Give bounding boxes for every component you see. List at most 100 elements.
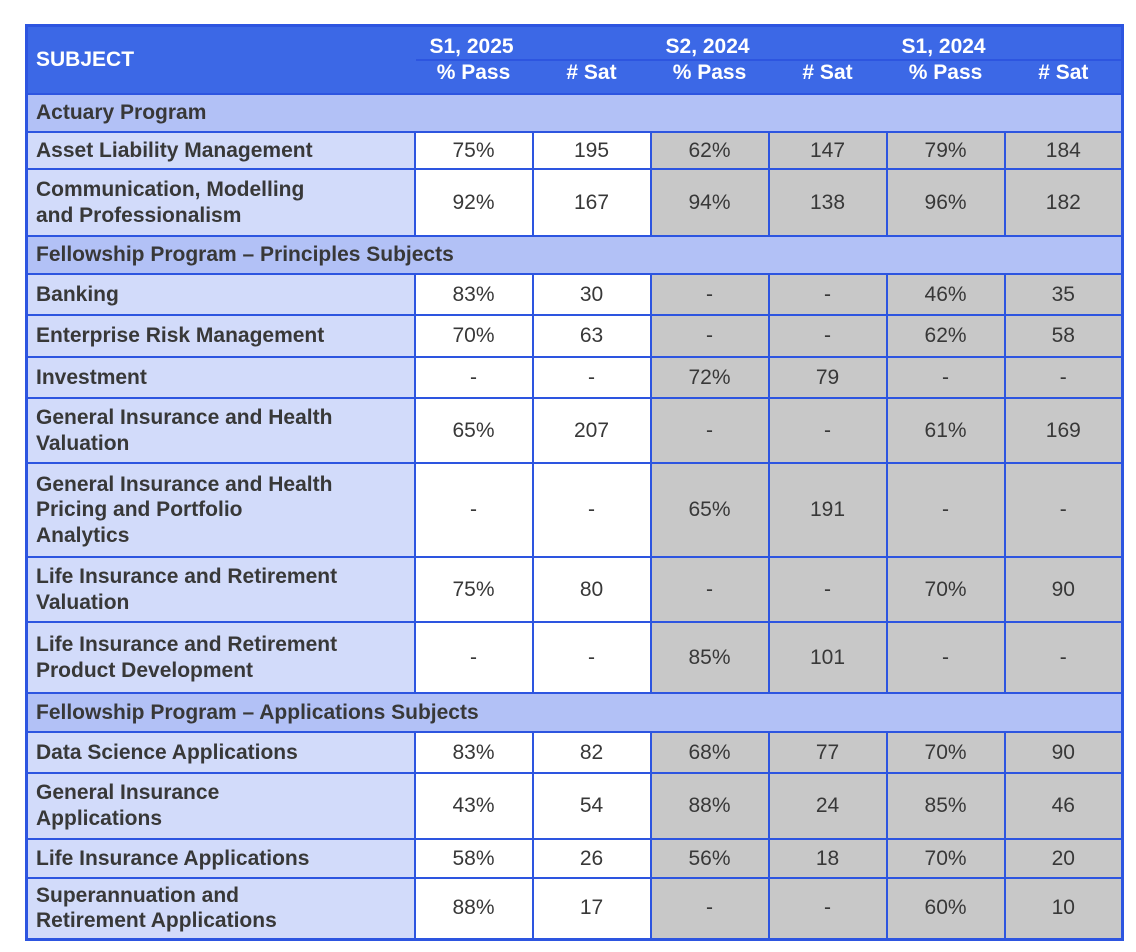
value-cell: 85% bbox=[649, 621, 770, 694]
value-cell: 79% bbox=[885, 131, 1006, 170]
value-cell: 54 bbox=[531, 772, 652, 840]
section-title: Actuary Program bbox=[25, 93, 1124, 133]
value-cell: 90 bbox=[1003, 556, 1124, 623]
value-cell: 46 bbox=[1003, 772, 1124, 840]
value-cell: - bbox=[767, 556, 888, 623]
value-cell: - bbox=[649, 877, 770, 940]
subject-cell: Asset Liability Management bbox=[25, 131, 416, 170]
value-cell: 96% bbox=[885, 168, 1006, 237]
subject-cell: Data Science Applications bbox=[25, 731, 416, 774]
value-cell: 70% bbox=[413, 314, 534, 358]
value-cell: 65% bbox=[649, 462, 770, 558]
value-cell: 60% bbox=[885, 877, 1006, 940]
table-row: Life Insurance Applications 58% 26 56% 1… bbox=[25, 838, 1124, 879]
subject-cell: Life Insurance and Retirement Valuation bbox=[25, 556, 416, 623]
value-cell: - bbox=[649, 314, 770, 358]
value-cell: 191 bbox=[767, 462, 888, 558]
table-row: General Insurance Applications 43% 54 88… bbox=[25, 772, 1124, 840]
section-row: Fellowship Program – Principles Subjects bbox=[25, 235, 1124, 275]
value-cell: - bbox=[885, 621, 1006, 694]
col-header-pass: % Pass bbox=[649, 59, 770, 95]
value-cell: - bbox=[1003, 462, 1124, 558]
subject-column-header: SUBJECT bbox=[25, 24, 416, 95]
table-row: Asset Liability Management 75% 195 62% 1… bbox=[25, 131, 1124, 170]
subject-cell: Enterprise Risk Management bbox=[25, 314, 416, 358]
value-cell: 167 bbox=[531, 168, 652, 237]
table-row: Banking 83% 30 - - 46% 35 bbox=[25, 273, 1124, 316]
section-row: Actuary Program bbox=[25, 93, 1124, 133]
value-cell: 30 bbox=[531, 273, 652, 316]
value-cell: 62% bbox=[885, 314, 1006, 358]
value-cell: 70% bbox=[885, 731, 1006, 774]
value-cell: 80 bbox=[531, 556, 652, 623]
value-cell: 10 bbox=[1003, 877, 1124, 940]
value-cell: 72% bbox=[649, 356, 770, 399]
value-cell: - bbox=[649, 273, 770, 316]
table-row: General Insurance and Health Pricing and… bbox=[25, 462, 1124, 558]
value-cell: 26 bbox=[531, 838, 652, 879]
value-cell: 20 bbox=[1003, 838, 1124, 879]
value-cell: 94% bbox=[649, 168, 770, 237]
value-cell: 88% bbox=[413, 877, 534, 940]
value-cell: 147 bbox=[767, 131, 888, 170]
value-cell: - bbox=[885, 462, 1006, 558]
value-cell: - bbox=[649, 397, 770, 464]
value-cell: 83% bbox=[413, 731, 534, 774]
value-cell: 17 bbox=[531, 877, 652, 940]
value-cell: 184 bbox=[1003, 131, 1124, 170]
value-cell: 43% bbox=[413, 772, 534, 840]
value-cell: - bbox=[767, 397, 888, 464]
value-cell: 70% bbox=[885, 838, 1006, 879]
results-table: SUBJECT S1, 2025 S2, 2024 S1, 2024 % Pas… bbox=[25, 24, 1125, 941]
value-cell: 68% bbox=[649, 731, 770, 774]
section-title: Fellowship Program – Principles Subjects bbox=[25, 235, 1124, 275]
table-row: Data Science Applications 83% 82 68% 77 … bbox=[25, 731, 1124, 774]
value-cell: 101 bbox=[767, 621, 888, 694]
value-cell: - bbox=[413, 462, 534, 558]
value-cell: 138 bbox=[767, 168, 888, 237]
value-cell: 82 bbox=[531, 731, 652, 774]
value-cell: - bbox=[649, 556, 770, 623]
col-header-pass: % Pass bbox=[413, 59, 534, 95]
subject-cell: Investment bbox=[25, 356, 416, 399]
subject-cell: General Insurance and Health Valuation bbox=[25, 397, 416, 464]
table-row: Communication, Modelling and Professiona… bbox=[25, 168, 1124, 237]
period-header-s2-2024: S2, 2024 bbox=[649, 24, 888, 61]
value-cell: - bbox=[1003, 621, 1124, 694]
value-cell: 58 bbox=[1003, 314, 1124, 358]
table-row: Life Insurance and Retirement Product De… bbox=[25, 621, 1124, 694]
header-row-measures: % Pass # Sat % Pass # Sat % Pass # Sat bbox=[27, 59, 1124, 95]
value-cell: 18 bbox=[767, 838, 888, 879]
table-row: General Insurance and Health Valuation 6… bbox=[25, 397, 1124, 464]
table-row: Enterprise Risk Management 70% 63 - - 62… bbox=[25, 314, 1124, 358]
value-cell: 182 bbox=[1003, 168, 1124, 237]
subject-cell: Superannuation and Retirement Applicatio… bbox=[25, 877, 416, 940]
value-cell: - bbox=[767, 314, 888, 358]
value-cell: 195 bbox=[531, 131, 652, 170]
col-header-sat: # Sat bbox=[531, 59, 652, 95]
value-cell: 70% bbox=[885, 556, 1006, 623]
value-cell: 56% bbox=[649, 838, 770, 879]
value-cell: 35 bbox=[1003, 273, 1124, 316]
value-cell: 85% bbox=[885, 772, 1006, 840]
value-cell: 46% bbox=[885, 273, 1006, 316]
value-cell: - bbox=[767, 877, 888, 940]
value-cell: 88% bbox=[649, 772, 770, 840]
table-row: Superannuation and Retirement Applicatio… bbox=[25, 877, 1124, 940]
value-cell: - bbox=[531, 462, 652, 558]
subject-cell: Life Insurance and Retirement Product De… bbox=[25, 621, 416, 694]
subject-cell: General Insurance Applications bbox=[25, 772, 416, 840]
subject-cell: Life Insurance Applications bbox=[25, 838, 416, 879]
value-cell: 58% bbox=[413, 838, 534, 879]
value-cell: - bbox=[1003, 356, 1124, 399]
subject-cell: Communication, Modelling and Professiona… bbox=[25, 168, 416, 237]
col-header-sat: # Sat bbox=[1003, 59, 1124, 95]
value-cell: - bbox=[413, 621, 534, 694]
table-row: Life Insurance and Retirement Valuation … bbox=[25, 556, 1124, 623]
value-cell: 62% bbox=[649, 131, 770, 170]
value-cell: - bbox=[885, 356, 1006, 399]
value-cell: 65% bbox=[413, 397, 534, 464]
value-cell: 24 bbox=[767, 772, 888, 840]
col-header-sat: # Sat bbox=[767, 59, 888, 95]
value-cell: 207 bbox=[531, 397, 652, 464]
